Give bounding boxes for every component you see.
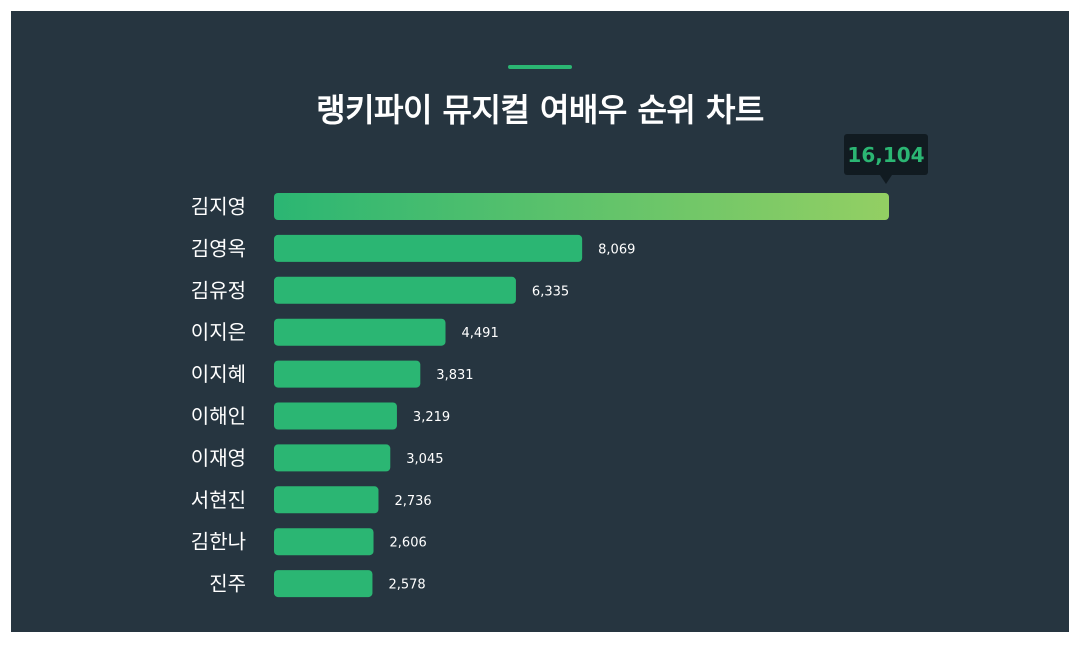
title-accent-line xyxy=(508,65,572,69)
category-label: 서현진 xyxy=(191,488,246,512)
chart-title: 랭키파이 뮤지컬 여배우 순위 차트 xyxy=(316,91,764,129)
bar xyxy=(274,193,889,220)
bar xyxy=(274,486,379,514)
value-label: 4,491 xyxy=(462,326,499,341)
callout-box xyxy=(844,134,928,175)
callout-pointer xyxy=(880,175,892,184)
bar xyxy=(274,234,583,262)
category-label: 김유정 xyxy=(191,278,246,302)
bar xyxy=(274,528,374,556)
bar xyxy=(274,360,421,388)
category-label: 김영옥 xyxy=(191,236,246,260)
bar xyxy=(274,570,373,598)
top-value-callout: 16,104 xyxy=(844,134,928,184)
category-label: 진주 xyxy=(209,572,246,596)
bar xyxy=(274,276,516,304)
category-label: 김한나 xyxy=(191,530,246,554)
category-label: 이재영 xyxy=(191,446,246,470)
value-label: 8,069 xyxy=(598,242,635,257)
category-label: 이해인 xyxy=(191,404,246,428)
bar xyxy=(274,318,446,346)
bar-chart: 김지영 16,104 김영옥 8,069 김유정 6,335 이지은 4,491 이지혜 3,83… xyxy=(191,134,928,598)
value-label: 2,606 xyxy=(390,536,427,551)
value-label: 3,219 xyxy=(413,410,450,425)
value-label: 2,736 xyxy=(394,494,431,509)
chart-panel: 랭키파이 뮤지컬 여배우 순위 차트 김지영 16,104 김영옥 8,069 김유정 6… xyxy=(11,11,1069,632)
value-label: 3,831 xyxy=(436,368,473,383)
value-label: 6,335 xyxy=(532,284,569,299)
category-label: 김지영 xyxy=(191,195,246,219)
value-label: 16,104 xyxy=(847,143,924,167)
bar xyxy=(274,444,391,472)
category-label: 이지은 xyxy=(191,320,246,344)
value-label: 2,578 xyxy=(388,578,425,593)
bar xyxy=(274,402,397,430)
category-label: 이지혜 xyxy=(191,362,246,386)
value-label: 3,045 xyxy=(406,452,443,467)
